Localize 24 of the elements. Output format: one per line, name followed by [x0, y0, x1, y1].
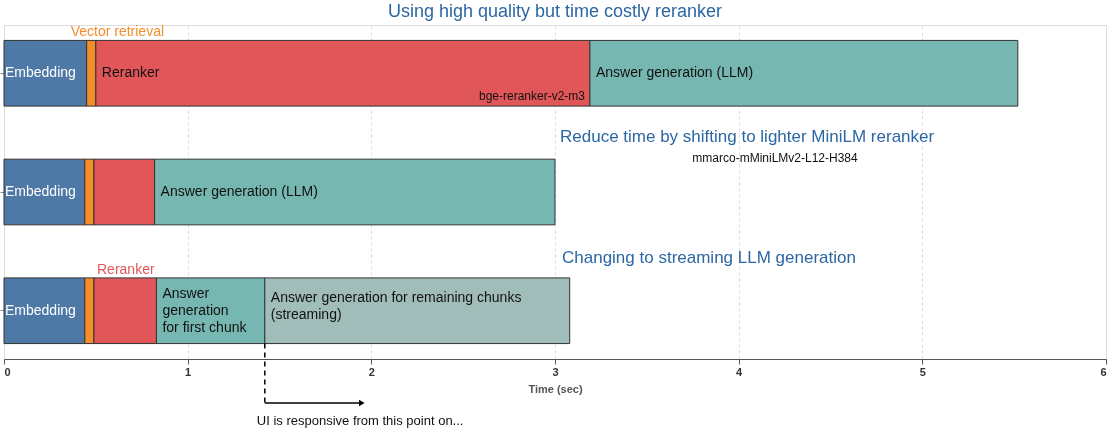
data-label: Reranker: [97, 260, 155, 277]
data-label: Embedding: [5, 183, 76, 199]
x-tick-label: 5: [919, 365, 926, 378]
x-tick-label: 4: [736, 365, 744, 378]
x-tick-label: 6: [1100, 365, 1107, 378]
data-label: Embedding: [5, 64, 76, 81]
x-tick-label: 0: [4, 365, 11, 378]
data-label: Reranker: [101, 64, 160, 81]
x-tick-label: 1: [185, 365, 192, 378]
data-label: Answer generation for first chunk: [162, 284, 248, 335]
x-tick-label: 3: [552, 365, 559, 378]
chart-title: Using high quality but time costly reranker: [387, 1, 723, 21]
annotation: bge-reranker-v2-m3: [478, 89, 586, 104]
annotation: Changing to streaming LLM generation: [562, 248, 856, 267]
x-tick-label: 2: [368, 365, 375, 378]
annotation: Reduce time by shifting to lighter MiniLM reranker: [560, 127, 935, 146]
legend-label: UI is responsive from this point on...: [256, 413, 464, 428]
annotation: mmarco-mMiniLMv2-L12-H384: [692, 151, 859, 165]
data-label: Vector retrieval: [70, 23, 165, 40]
data-label: Answer generation for remaining chunks (streaming): [270, 288, 522, 322]
data-label: Answer generation (LLM): [595, 64, 754, 81]
data-label: Answer generation (LLM): [160, 183, 318, 199]
data-label: Embedding: [5, 301, 76, 318]
x-axis-title: Time (sec): [528, 382, 583, 395]
